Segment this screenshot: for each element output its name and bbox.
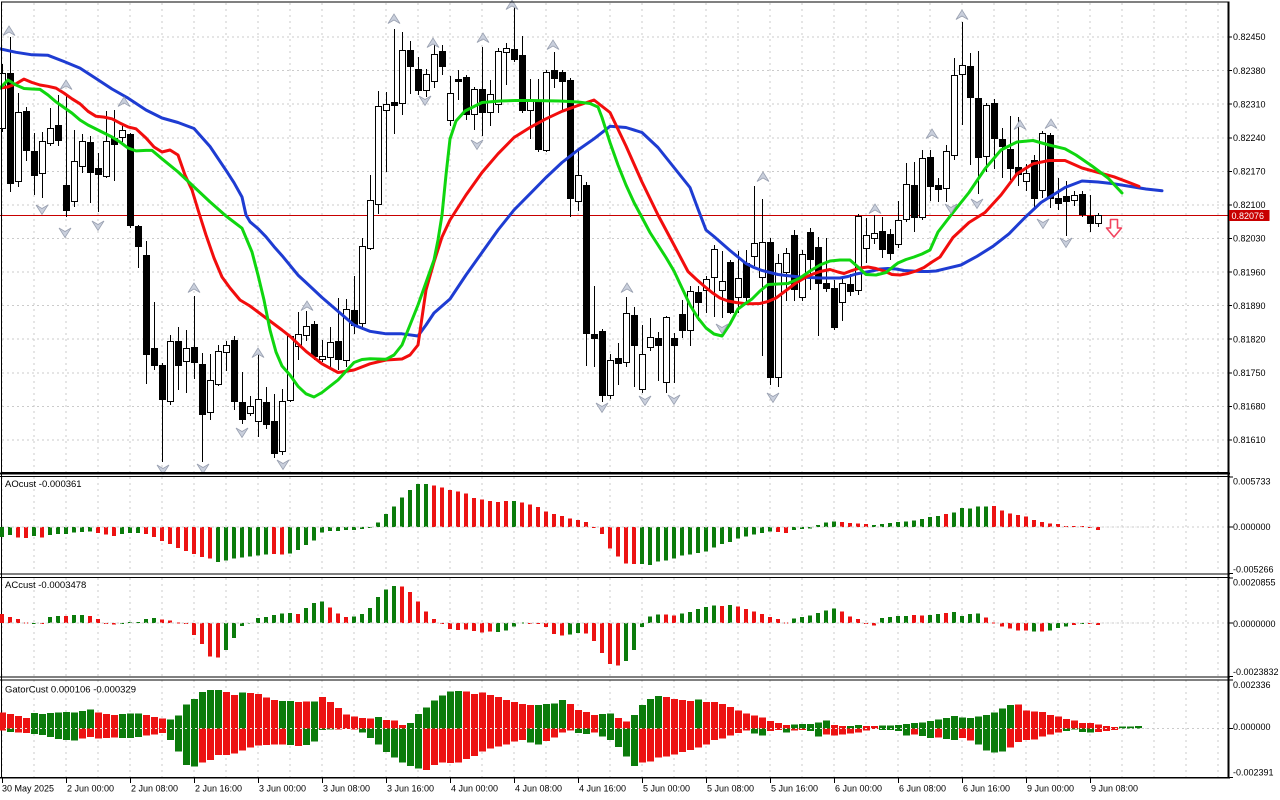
svg-text:30 May 2025: 30 May 2025 — [2, 784, 54, 794]
svg-text:0.82450: 0.82450 — [1233, 32, 1266, 42]
svg-text:-0.0023832: -0.0023832 — [1233, 667, 1279, 677]
svg-text:0.82100: 0.82100 — [1233, 200, 1266, 210]
svg-text:4 Jun 00:00: 4 Jun 00:00 — [451, 784, 498, 794]
svg-text:5 Jun 00:00: 5 Jun 00:00 — [643, 784, 690, 794]
svg-text:GatorCust 0.000106 -0.000329: GatorCust 0.000106 -0.000329 — [5, 685, 136, 696]
svg-text:0.81960: 0.81960 — [1233, 267, 1266, 277]
svg-text:2 Jun 00:00: 2 Jun 00:00 — [67, 784, 114, 794]
svg-text:5 Jun 16:00: 5 Jun 16:00 — [771, 784, 818, 794]
svg-text:4 Jun 16:00: 4 Jun 16:00 — [579, 784, 626, 794]
svg-text:0.81610: 0.81610 — [1233, 435, 1266, 445]
svg-text:9 Jun 00:00: 9 Jun 00:00 — [1027, 784, 1074, 794]
svg-text:0.81890: 0.81890 — [1233, 301, 1266, 311]
svg-text:-0.002391: -0.002391 — [1233, 768, 1274, 778]
svg-text:AOcust -0.000361: AOcust -0.000361 — [5, 479, 82, 490]
svg-text:0.0020855: 0.0020855 — [1233, 578, 1276, 588]
svg-text:0.81680: 0.81680 — [1233, 402, 1266, 412]
svg-text:0.82076: 0.82076 — [1232, 211, 1265, 221]
svg-text:0.0000000: 0.0000000 — [1233, 619, 1276, 629]
svg-text:6 Jun 08:00: 6 Jun 08:00 — [899, 784, 946, 794]
svg-text:0.005733: 0.005733 — [1233, 477, 1271, 487]
svg-text:3 Jun 08:00: 3 Jun 08:00 — [323, 784, 370, 794]
svg-text:0.82310: 0.82310 — [1233, 99, 1266, 109]
svg-text:6 Jun 00:00: 6 Jun 00:00 — [835, 784, 882, 794]
svg-text:ACcust -0.0003478: ACcust -0.0003478 — [5, 580, 86, 591]
svg-text:3 Jun 00:00: 3 Jun 00:00 — [259, 784, 306, 794]
svg-text:5 Jun 08:00: 5 Jun 08:00 — [707, 784, 754, 794]
svg-text:0.002336: 0.002336 — [1233, 680, 1271, 690]
svg-text:0.000000: 0.000000 — [1233, 722, 1271, 732]
svg-text:0.000000: 0.000000 — [1233, 522, 1271, 532]
svg-text:0.82170: 0.82170 — [1233, 167, 1266, 177]
svg-text:6 Jun 16:00: 6 Jun 16:00 — [963, 784, 1010, 794]
svg-text:2 Jun 08:00: 2 Jun 08:00 — [131, 784, 178, 794]
svg-text:0.82030: 0.82030 — [1233, 234, 1266, 244]
svg-text:0.81750: 0.81750 — [1233, 368, 1266, 378]
svg-text:2 Jun 16:00: 2 Jun 16:00 — [195, 784, 242, 794]
svg-text:3 Jun 16:00: 3 Jun 16:00 — [387, 784, 434, 794]
svg-text:0.82380: 0.82380 — [1233, 66, 1266, 76]
svg-text:4 Jun 08:00: 4 Jun 08:00 — [515, 784, 562, 794]
svg-text:0.81820: 0.81820 — [1233, 334, 1266, 344]
svg-text:-0.005266: -0.005266 — [1233, 565, 1274, 575]
svg-text:0.82240: 0.82240 — [1233, 133, 1266, 143]
svg-text:9 Jun 08:00: 9 Jun 08:00 — [1091, 784, 1138, 794]
